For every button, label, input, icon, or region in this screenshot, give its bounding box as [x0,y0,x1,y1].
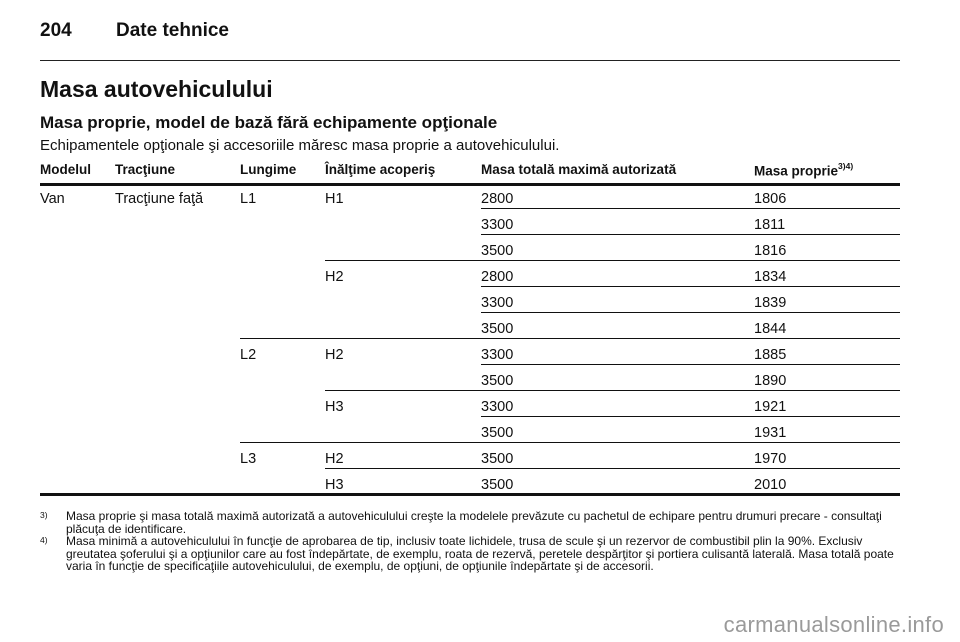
column-header-curb-weight: Masa proprie3)4) [754,161,854,179]
cell-roof-height: H3 [325,477,344,493]
cell-gvw: 3500 [481,321,514,337]
table-header-rule [40,183,900,186]
cell-curb-weight: 1970 [754,451,787,467]
cell-curb-weight: 1931 [754,425,787,441]
cell-curb-weight: 2010 [754,477,787,493]
column-header-model: Modelul [40,162,91,177]
footnote-mark: 3) [40,510,48,520]
row-divider [325,468,900,469]
row-divider [240,338,900,339]
cell-roof-height: H3 [325,399,344,415]
header-divider [40,60,900,61]
row-divider [481,416,900,417]
watermark: carmanualsonline.info [723,612,944,637]
cell-model: Van [40,191,65,207]
section-subtitle: Masa proprie, model de bază fără echipam… [40,113,498,132]
row-divider [481,286,900,287]
cell-gvw: 3500 [481,477,514,493]
row-divider [240,442,900,443]
curb-weight-footnote-refs: 3)4) [838,161,854,171]
footnote-mark: 4) [40,535,48,545]
column-header-drive: Tracţiune [115,162,176,177]
row-divider [325,390,900,391]
cell-gvw: 3500 [481,451,514,467]
row-divider [481,234,900,235]
cell-curb-weight: 1921 [754,399,787,415]
table-bottom-rule [40,493,900,496]
column-header-gvw: Masa totală maximă autorizată [481,162,677,177]
cell-gvw: 2800 [481,269,514,285]
page-number: 204 [40,20,72,41]
cell-gvw: 3500 [481,425,514,441]
cell-curb-weight: 1806 [754,191,787,207]
footnote: 4) Masa minimă a autovehiculului în func… [40,535,900,573]
cell-gvw: 3300 [481,347,514,363]
cell-curb-weight: 1839 [754,295,787,311]
cell-curb-weight: 1844 [754,321,787,337]
page-header: 204 Date tehnice [40,20,900,44]
section-title: Masa autovehiculului [40,76,273,102]
curb-weight-header-text: Masa proprie [754,163,839,179]
footnotes: 3) Masa proprie şi masa totală maximă au… [40,510,900,573]
row-divider [481,312,900,313]
cell-gvw: 3500 [481,243,514,259]
footnote-text: Masa minimă a autovehiculului în funcţie… [66,534,894,573]
cell-drive: Tracţiune faţă [115,191,204,207]
cell-gvw: 3300 [481,399,514,415]
cell-length: L3 [240,451,257,467]
cell-curb-weight: 1890 [754,373,787,389]
cell-roof-height: H2 [325,347,344,363]
column-header-roof-height: Înălţime acoperiş [325,162,436,177]
section-intro: Echipamentele opţionale şi accesoriile m… [40,137,560,154]
row-divider [481,208,900,209]
footnote-text: Masa proprie şi masa totală maximă autor… [66,509,882,536]
cell-gvw: 3300 [481,295,514,311]
cell-gvw: 2800 [481,191,514,207]
row-divider [481,364,900,365]
chapter-title: Date tehnice [116,20,229,41]
cell-curb-weight: 1816 [754,243,787,259]
cell-roof-height: H1 [325,191,344,207]
column-header-length: Lungime [240,162,297,177]
cell-gvw: 3500 [481,373,514,389]
cell-roof-height: H2 [325,451,344,467]
cell-curb-weight: 1834 [754,269,787,285]
cell-curb-weight: 1885 [754,347,787,363]
cell-roof-height: H2 [325,269,344,285]
footnote: 3) Masa proprie şi masa totală maximă au… [40,510,900,535]
cell-length: L2 [240,347,257,363]
row-divider [325,260,900,261]
cell-curb-weight: 1811 [754,217,786,233]
cell-length: L1 [240,191,257,207]
cell-gvw: 3300 [481,217,514,233]
